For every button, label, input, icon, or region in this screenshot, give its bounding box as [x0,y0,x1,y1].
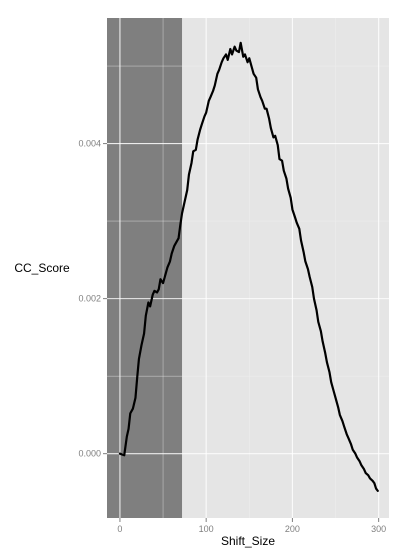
x-axis-title: Shift_Size [221,534,275,548]
y-axis-title: CC_Score [14,261,70,275]
cc-score-line [118,41,379,492]
major-gridlines [107,18,389,518]
x-tick-label: 100 [199,524,214,534]
x-tick-label: 200 [285,524,300,534]
shaded-region [107,18,183,518]
x-tick-label: 0 [117,524,122,534]
x-axis-ticks: 0 100 200 300 [117,518,386,534]
y-tick-label: 0.004 [78,139,101,149]
minor-gridlines [107,18,389,518]
x-tick-label: 300 [371,524,386,534]
y-tick-label: 0.002 [78,294,101,304]
y-tick-label: 0.000 [78,449,101,459]
y-axis-ticks: 0.000 0.002 0.004 [78,139,107,459]
